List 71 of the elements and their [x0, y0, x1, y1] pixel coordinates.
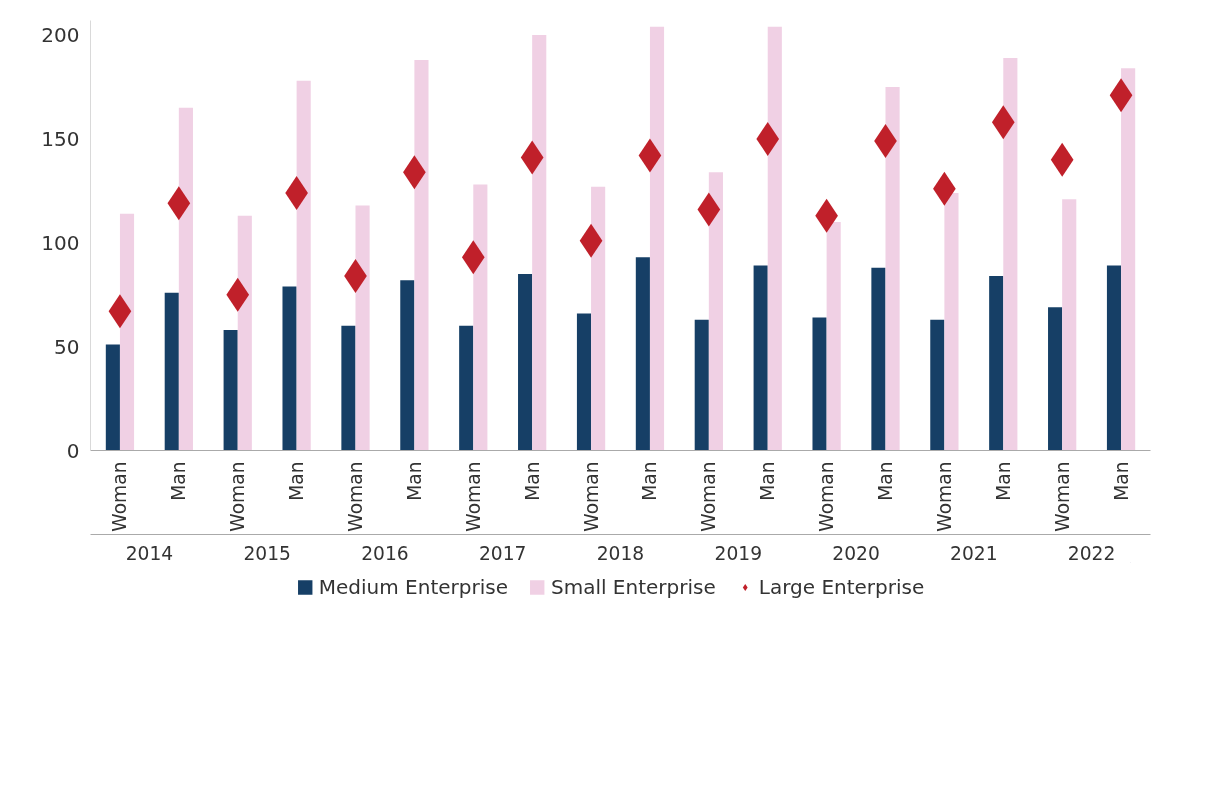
x-tick-label: Woman	[109, 461, 131, 532]
bar	[296, 80, 311, 451]
bar	[1062, 199, 1077, 451]
bar	[282, 286, 297, 451]
bar	[767, 26, 782, 451]
bar	[649, 26, 665, 451]
x-tick-label: Woman	[462, 461, 484, 532]
bar	[812, 317, 827, 451]
bar	[105, 344, 120, 451]
legend-label: Small Enterprise	[550, 575, 716, 599]
bar	[341, 325, 356, 451]
x-tick-label: Man	[992, 461, 1014, 501]
text: 2018	[596, 542, 645, 564]
x-tick-label: Woman	[1051, 461, 1073, 532]
bar	[355, 205, 370, 451]
x-tick-label: Man	[757, 461, 779, 501]
bar	[119, 213, 135, 451]
text: 2016	[361, 542, 409, 564]
bar	[1003, 57, 1018, 451]
bar	[753, 265, 768, 451]
y-tick-label: 100	[41, 230, 80, 255]
text: 2022	[1067, 542, 1116, 564]
text: 2020	[832, 542, 880, 564]
y-tick-label: 200	[41, 23, 80, 48]
bar	[518, 273, 533, 451]
bar	[237, 215, 252, 451]
bar	[1048, 307, 1063, 451]
text: 2014	[125, 542, 174, 564]
x-tick-label: Man	[286, 461, 308, 501]
bar	[178, 107, 193, 451]
x-tick-label: Woman	[580, 461, 602, 532]
x-tick-label: Woman	[698, 461, 720, 532]
x-tick-label: Woman	[227, 461, 249, 532]
bar	[459, 325, 474, 451]
bar	[885, 86, 900, 451]
x-tick-label: Man	[1110, 461, 1132, 501]
bar	[400, 280, 415, 451]
bar	[871, 267, 886, 451]
bar	[1121, 68, 1136, 451]
legend-label: Large Enterprise	[758, 575, 925, 599]
x-tick-label: Woman	[345, 461, 366, 532]
x-tick-label: Man	[639, 461, 661, 501]
text: 2019	[714, 542, 763, 564]
bar	[473, 184, 488, 451]
bar	[1106, 265, 1122, 451]
y-tick-label: 50	[54, 334, 80, 359]
legend-label: Medium Enterprise	[318, 575, 508, 599]
bar	[591, 186, 606, 451]
x-tick-label: Man	[168, 461, 190, 501]
text: 2021	[950, 542, 998, 564]
y-tick-label: 150	[41, 126, 80, 151]
bar	[708, 172, 723, 451]
x-tick-label: Man	[521, 461, 543, 501]
bar	[414, 59, 429, 451]
y-tick-label: 0	[66, 438, 80, 463]
x-tick-label: Woman	[933, 461, 955, 532]
text: 2017	[478, 542, 527, 564]
bar	[930, 319, 945, 451]
bar	[826, 222, 841, 451]
bar	[944, 192, 959, 451]
bar	[532, 35, 547, 451]
x-tick-label: Man	[403, 461, 425, 501]
bar	[164, 292, 179, 451]
bar	[694, 319, 709, 451]
bar	[989, 276, 1004, 451]
bar	[635, 257, 650, 451]
bar	[576, 313, 592, 451]
x-tick-label: Man	[875, 461, 896, 501]
bar	[223, 330, 238, 451]
x-tick-label: Woman	[816, 461, 838, 532]
text: 2015	[243, 542, 291, 564]
